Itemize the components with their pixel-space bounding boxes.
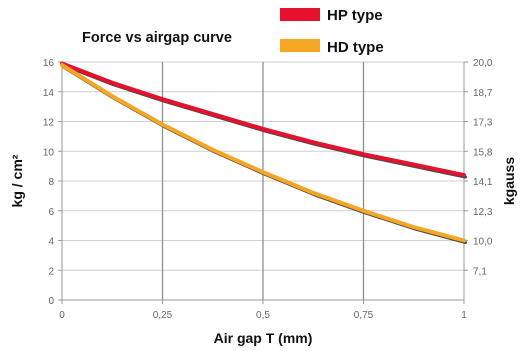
y2-tick-label: 17,3: [473, 118, 493, 129]
y2-axis-title: kgauss: [501, 157, 517, 205]
y2-tick-label: 12,3: [473, 207, 493, 218]
series: [60, 61, 467, 244]
y-tick-labels: 0 2 4 6 8 10 12 14 16: [43, 58, 55, 307]
legend-label-hd: HD type: [327, 39, 384, 56]
x-axis-title: Air gap T (mm): [214, 330, 313, 346]
y2-tick-label: 14,1: [473, 177, 493, 188]
axes: [61, 62, 465, 301]
y2-tick-label: 15,8: [473, 147, 493, 158]
legend-swatch-hd: [280, 39, 320, 52]
series-shadow-line: [62, 65, 467, 244]
x-tick-label: 0,75: [354, 310, 374, 321]
y-tick-label: 2: [48, 266, 54, 277]
y-tick-label: 6: [48, 207, 54, 218]
chart-title: Force vs airgap curve: [82, 30, 232, 46]
y2-tick-label: 10,0: [473, 237, 493, 248]
legend: HP type HD type: [280, 7, 384, 56]
series-line-hd: [60, 63, 466, 243]
y-tick-label: 4: [48, 237, 54, 248]
y-tick-label: 12: [43, 118, 55, 129]
y-axis-title: kg / cm²: [9, 154, 25, 207]
x-tick-labels: 0 0,25 0,5 0,75 1: [59, 310, 467, 321]
legend-label-hp: HP type: [327, 7, 383, 24]
legend-swatch-hp: [280, 8, 320, 21]
x-tick-label: 0,5: [256, 310, 270, 321]
y2-tick-labels: 7,1 10,0 12,3 14,1 15,8 17,3 18,7 20,0: [473, 58, 493, 277]
y2-tick-label: 20,0: [473, 58, 493, 69]
x-tick-label: 0,25: [153, 310, 173, 321]
y-tick-label: 8: [48, 177, 54, 188]
y2-tick-label: 7,1: [473, 266, 487, 277]
y-tick-label: 10: [43, 147, 55, 158]
x-tick-label: 0: [59, 310, 65, 321]
series-line-hp: [60, 61, 466, 178]
y-tick-label: 14: [43, 88, 55, 99]
y2-tick-label: 18,7: [473, 88, 493, 99]
y-tick-label: 0: [48, 296, 54, 307]
y-tick-label: 16: [43, 58, 55, 69]
x-tick-label: 1: [461, 310, 467, 321]
